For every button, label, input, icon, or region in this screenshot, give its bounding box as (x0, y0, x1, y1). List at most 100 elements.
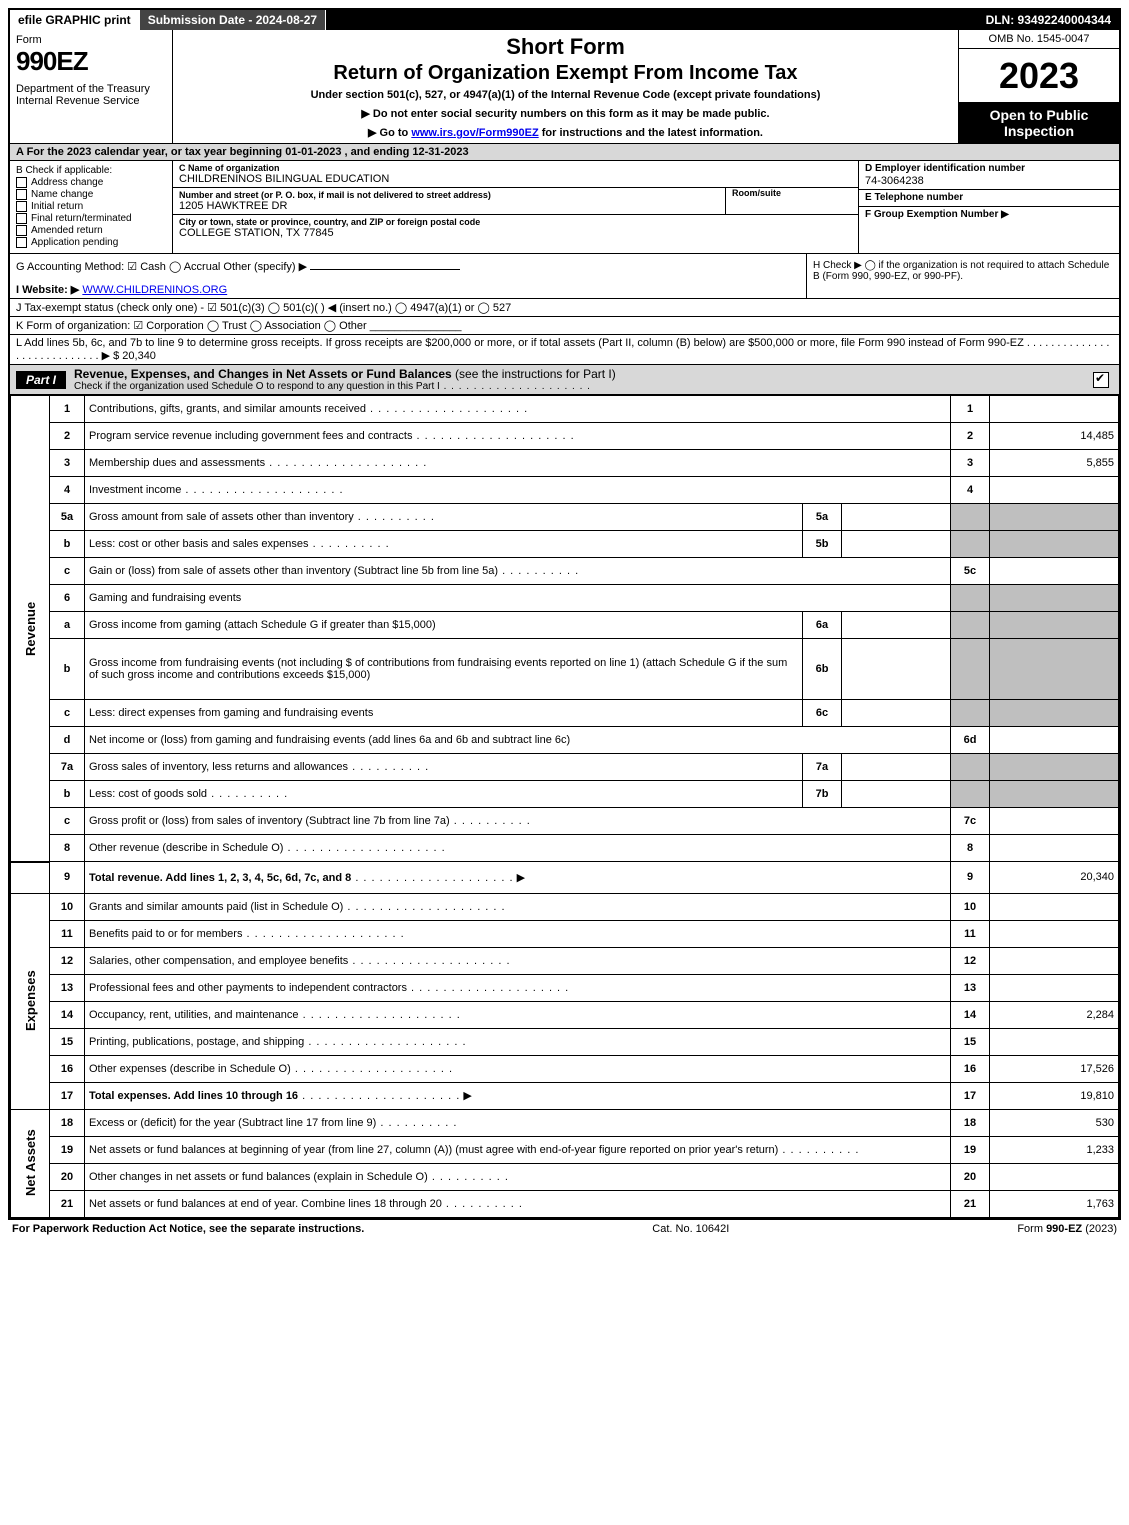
table-row: 17 Total expenses. Add lines 10 through … (11, 1082, 1119, 1109)
table-row: 2 Program service revenue including gove… (11, 423, 1119, 450)
header-right: OMB No. 1545-0047 2023 Open to Public In… (959, 30, 1119, 143)
chk-address-change[interactable]: Address change (16, 177, 166, 188)
submission-date: Submission Date - 2024-08-27 (140, 10, 326, 30)
part-1-checkbox[interactable] (1093, 372, 1109, 388)
omb-number: OMB No. 1545-0047 (959, 30, 1119, 49)
header-row: Form 990EZ Department of the Treasury In… (10, 30, 1119, 144)
header-left: Form 990EZ Department of the Treasury In… (10, 30, 173, 143)
main-title: Return of Organization Exempt From Incom… (179, 62, 952, 85)
j-text: J Tax-exempt status (check only one) - ☑… (16, 302, 511, 314)
form-outer: efile GRAPHIC print Submission Date - 20… (8, 8, 1121, 1220)
row-h: H Check ▶ ◯ if the organization is not r… (806, 254, 1119, 298)
table-row: 3 Membership dues and assessments 3 5,85… (11, 450, 1119, 477)
irs-link[interactable]: www.irs.gov/Form990EZ (411, 127, 538, 139)
c-city-label: City or town, state or province, country… (179, 217, 480, 227)
org-city: COLLEGE STATION, TX 77845 (179, 227, 480, 239)
table-row: c Less: direct expenses from gaming and … (11, 700, 1119, 727)
table-row: 4 Investment income 4 (11, 477, 1119, 504)
f-label: F Group Exemption Number ▶ (865, 209, 1113, 220)
part-1-table: Revenue 1 Contributions, gifts, grants, … (10, 395, 1119, 1218)
d-label: D Employer identification number (865, 163, 1113, 174)
note-goto-pre: ▶ Go to (368, 127, 411, 139)
topbar: efile GRAPHIC print Submission Date - 20… (10, 10, 1119, 30)
l-text: L Add lines 5b, 6c, and 7b to line 9 to … (16, 337, 1109, 362)
chk-name-change[interactable]: Name change (16, 189, 166, 200)
c-city-row: City or town, state or province, country… (173, 215, 858, 241)
table-row: 21 Net assets or fund balances at end of… (11, 1190, 1119, 1217)
column-def: D Employer identification number 74-3064… (858, 161, 1119, 253)
chk-initial-return[interactable]: Initial return (16, 201, 166, 212)
part-1-title-main: Revenue, Expenses, and Changes in Net As… (74, 367, 452, 381)
row-i: I Website: ▶ WWW.CHILDRENINOS.ORG (16, 283, 800, 296)
form-word: Form (16, 34, 166, 46)
b-label: B Check if applicable: (16, 165, 166, 176)
tax-year: 2023 (959, 49, 1119, 103)
f-group: F Group Exemption Number ▶ (859, 207, 1119, 253)
table-row: 11 Benefits paid to or for members 11 (11, 920, 1119, 947)
table-row: 20 Other changes in net assets or fund b… (11, 1163, 1119, 1190)
form-number: 990EZ (16, 46, 166, 77)
website-link[interactable]: WWW.CHILDRENINOS.ORG (82, 284, 227, 296)
org-name: CHILDRENINOS BILINGUAL EDUCATION (179, 173, 389, 185)
table-row: 9 Total revenue. Add lines 1, 2, 3, 4, 5… (11, 862, 1119, 894)
part-1-header: Part I Revenue, Expenses, and Changes in… (10, 365, 1119, 395)
note-goto-post: for instructions and the latest informat… (539, 127, 763, 139)
chk-application-pending[interactable]: Application pending (16, 237, 166, 248)
chk-amended-return[interactable]: Amended return (16, 225, 166, 236)
table-row: 6 Gaming and fundraising events (11, 585, 1119, 612)
e-label: E Telephone number (865, 192, 1113, 203)
table-row: Net Assets 18 Excess or (deficit) for th… (11, 1109, 1119, 1136)
table-row: a Gross income from gaming (attach Sched… (11, 612, 1119, 639)
part-1-subline: Check if the organization used Schedule … (74, 381, 1093, 392)
efile-tag: efile GRAPHIC print (10, 10, 140, 30)
l-amount: 20,340 (122, 350, 156, 362)
vlabel-revenue: Revenue (11, 396, 50, 862)
row-l: L Add lines 5b, 6c, and 7b to line 9 to … (10, 335, 1119, 365)
row-a-calendar-year: A For the 2023 calendar year, or tax yea… (10, 144, 1119, 161)
table-row: 15 Printing, publications, postage, and … (11, 1028, 1119, 1055)
org-street: 1205 HAWKTREE DR (179, 200, 705, 212)
table-row: c Gross profit or (loss) from sales of i… (11, 808, 1119, 835)
c-room-label: Room/suite (732, 188, 852, 198)
table-row: 12 Salaries, other compensation, and emp… (11, 947, 1119, 974)
g-blank (310, 269, 460, 270)
table-row: Revenue 1 Contributions, gifts, grants, … (11, 396, 1119, 423)
row-g: G Accounting Method: ☑ Cash ◯ Accrual Ot… (10, 254, 806, 298)
short-form-title: Short Form (179, 34, 952, 60)
table-row: 13 Professional fees and other payments … (11, 974, 1119, 1001)
open-inspection: Open to Public Inspection (959, 103, 1119, 143)
g-text: G Accounting Method: ☑ Cash ◯ Accrual Ot… (16, 261, 307, 273)
c-street-row: Number and street (or P. O. box, if mail… (173, 188, 858, 215)
table-row: 19 Net assets or fund balances at beginn… (11, 1136, 1119, 1163)
footer: For Paperwork Reduction Act Notice, see … (8, 1220, 1121, 1235)
column-c: C Name of organization CHILDRENINOS BILI… (173, 161, 858, 253)
table-row: 16 Other expenses (describe in Schedule … (11, 1055, 1119, 1082)
dln: DLN: 93492240004344 (978, 10, 1119, 30)
c-name-label: C Name of organization (179, 163, 389, 173)
table-row: c Gain or (loss) from sale of assets oth… (11, 558, 1119, 585)
c-street-label: Number and street (or P. O. box, if mail… (179, 190, 705, 200)
e-phone: E Telephone number (859, 190, 1119, 207)
footer-right: Form 990-EZ (2023) (1017, 1223, 1117, 1235)
column-b: B Check if applicable: Address change Na… (10, 161, 173, 253)
part-1-title: Revenue, Expenses, and Changes in Net As… (74, 367, 1093, 392)
table-row: b Less: cost or other basis and sales ex… (11, 531, 1119, 558)
table-row: 7a Gross sales of inventory, less return… (11, 754, 1119, 781)
row-gh: G Accounting Method: ☑ Cash ◯ Accrual Ot… (10, 254, 1119, 299)
table-row: 5a Gross amount from sale of assets othe… (11, 504, 1119, 531)
d-value: 74-3064238 (865, 175, 1113, 187)
table-row: b Gross income from fundraising events (… (11, 639, 1119, 700)
topbar-spacer (326, 10, 977, 30)
chk-final-return[interactable]: Final return/terminated (16, 213, 166, 224)
d-ein: D Employer identification number 74-3064… (859, 161, 1119, 190)
table-row: Expenses 10 Grants and similar amounts p… (11, 893, 1119, 920)
section-bcdef: B Check if applicable: Address change Na… (10, 161, 1119, 254)
dept-treasury: Department of the Treasury (16, 83, 166, 95)
footer-mid: Cat. No. 10642I (652, 1223, 729, 1235)
row-j: J Tax-exempt status (check only one) - ☑… (10, 299, 1119, 317)
c-name-row: C Name of organization CHILDRENINOS BILI… (173, 161, 858, 188)
vlabel-expenses: Expenses (11, 893, 50, 1109)
part-1-tag: Part I (16, 371, 66, 389)
footer-left: For Paperwork Reduction Act Notice, see … (12, 1223, 364, 1235)
under-section: Under section 501(c), 527, or 4947(a)(1)… (179, 89, 952, 101)
